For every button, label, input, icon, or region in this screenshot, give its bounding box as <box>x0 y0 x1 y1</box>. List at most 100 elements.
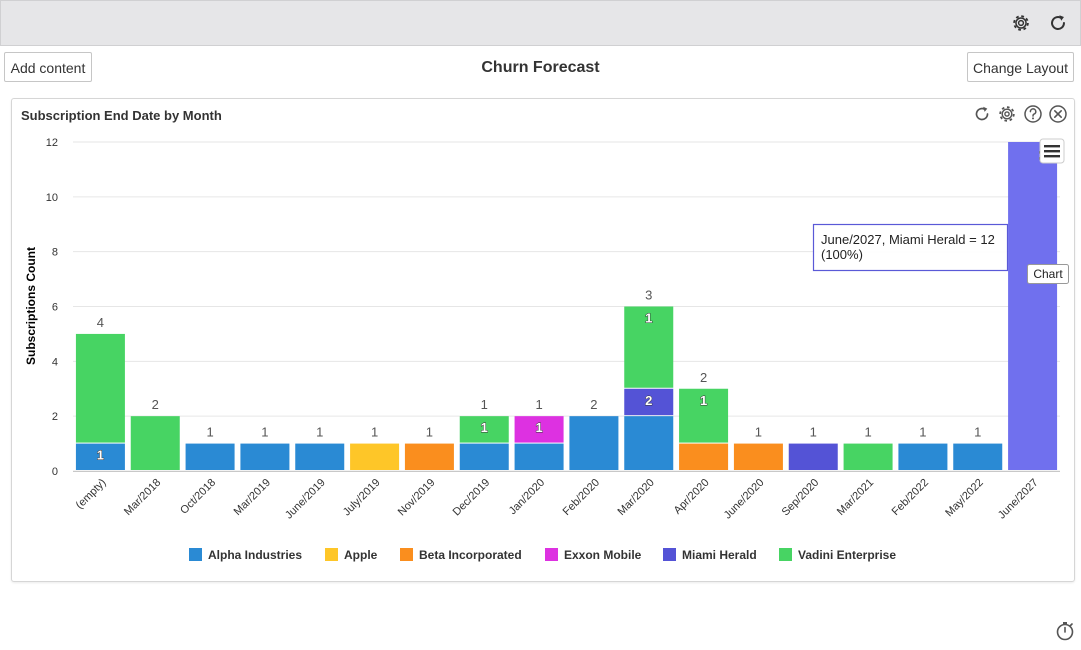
refresh-icon[interactable] <box>1047 12 1069 34</box>
x-tick-label: June/2019 <box>283 477 328 522</box>
y-axis-label: Subscriptions Count <box>24 247 38 365</box>
x-tick-label: Sep/2020 <box>780 477 822 519</box>
x-tick-label: Feb/2022 <box>890 477 931 518</box>
bar-total-label: 1 <box>919 425 926 440</box>
bar-segment[interactable] <box>788 443 838 470</box>
x-tick-label: Jan/2020 <box>507 477 547 517</box>
add-content-button[interactable]: Add content <box>4 52 92 82</box>
chart-panel: Subscription End Date by Month <box>11 98 1075 582</box>
legend-item[interactable]: Alpha Industries <box>189 548 302 562</box>
legend-item[interactable]: Beta Incorporated <box>400 548 522 562</box>
x-tick-label: Nov/2019 <box>396 477 438 519</box>
legend-swatch <box>545 548 558 561</box>
bar-total-label: 1 <box>206 425 213 440</box>
y-tick-label: 12 <box>46 137 58 149</box>
legend-item[interactable]: Apple <box>325 548 378 562</box>
bar-total-label: 2 <box>700 370 707 385</box>
help-icon[interactable] <box>1023 104 1043 124</box>
bar-segment[interactable] <box>898 443 948 470</box>
bar-total-label: 4 <box>97 315 104 330</box>
chart-hover-label: Chart <box>1027 264 1069 284</box>
bar-segment[interactable] <box>679 443 729 470</box>
bar-segment-label: 1 <box>535 420 542 435</box>
bar-segment-label: 2 <box>645 393 652 408</box>
legend-item[interactable]: Miami Herald <box>663 548 757 562</box>
legend-label: Miami Herald <box>682 548 757 562</box>
legend-swatch <box>325 548 338 561</box>
bar-total-label: 1 <box>974 425 981 440</box>
bar-total-label: 1 <box>535 397 542 412</box>
chart-tooltip: June/2027, Miami Herald = 12 (100%) <box>812 223 1009 272</box>
x-tick-label: Mar/2019 <box>232 477 273 518</box>
bar-segment[interactable] <box>185 443 235 470</box>
bar-segment[interactable] <box>624 306 674 388</box>
bar-total-label: 2 <box>590 397 597 412</box>
legend-swatch <box>189 548 202 561</box>
y-tick-label: 6 <box>52 302 58 314</box>
x-tick-label: Mar/2018 <box>122 477 163 518</box>
gear-icon[interactable] <box>997 104 1017 124</box>
legend-swatch <box>663 548 676 561</box>
bar-segment[interactable] <box>240 443 290 470</box>
bar-segment[interactable] <box>75 333 125 443</box>
legend-item[interactable]: Exxon Mobile <box>545 548 642 562</box>
x-tick-label: May/2022 <box>943 477 986 520</box>
refresh-icon[interactable] <box>972 104 992 124</box>
x-tick-label: Dec/2019 <box>451 477 493 519</box>
bar-total-label: 3 <box>645 288 652 303</box>
bar-segment[interactable] <box>843 443 893 470</box>
bar-segment[interactable] <box>459 416 509 443</box>
bar-segment-label: 1 <box>645 311 652 326</box>
page-title: Churn Forecast <box>481 59 600 76</box>
bar-segment[interactable] <box>295 443 345 470</box>
y-tick-label: 8 <box>52 247 58 259</box>
gear-icon[interactable] <box>1010 12 1032 34</box>
legend-item[interactable]: Vadini Enterprise <box>779 548 896 562</box>
x-tick-label: July/2019 <box>341 477 383 519</box>
tooltip-line-2: (100%) <box>821 247 863 262</box>
bar-segment-label: 1 <box>97 448 104 463</box>
bar-segment-label: 1 <box>700 393 707 408</box>
bar-segment[interactable] <box>953 443 1003 470</box>
legend-label: Apple <box>344 548 378 562</box>
legend-swatch <box>779 548 792 561</box>
bar-segment[interactable] <box>75 443 125 470</box>
bar-segment[interactable] <box>350 443 400 470</box>
bar-segment[interactable] <box>733 443 783 470</box>
legend-label: Exxon Mobile <box>564 548 642 562</box>
bar-segment[interactable] <box>514 416 564 443</box>
top-toolbar <box>0 0 1081 46</box>
bar-total-label: 1 <box>261 425 268 440</box>
bar-segment[interactable] <box>404 443 454 470</box>
y-tick-label: 0 <box>52 466 58 478</box>
x-tick-label: (empty) <box>74 477 109 512</box>
bar-segment[interactable] <box>679 388 729 443</box>
legend-label: Vadini Enterprise <box>798 548 896 562</box>
change-layout-button[interactable]: Change Layout <box>967 52 1074 82</box>
bar-segment[interactable] <box>624 416 674 470</box>
tooltip-line-1: June/2027, Miami Herald = 12 <box>821 232 995 247</box>
bar-total-label: 1 <box>864 425 871 440</box>
x-tick-label: Feb/2020 <box>561 477 602 518</box>
bar-segment[interactable] <box>624 388 674 416</box>
timer-icon[interactable] <box>1054 620 1076 642</box>
y-tick-label: 10 <box>46 192 58 204</box>
chart-menu-button[interactable] <box>1039 138 1065 164</box>
bar-segment[interactable] <box>514 443 564 470</box>
bar-segment[interactable] <box>459 443 509 470</box>
bar-segment[interactable] <box>569 416 619 470</box>
bar-segment[interactable] <box>130 416 180 470</box>
close-icon[interactable] <box>1048 104 1068 124</box>
bar-total-label: 1 <box>755 425 762 440</box>
x-tick-label: June/2020 <box>722 477 767 522</box>
bar-segment[interactable] <box>1008 142 1058 470</box>
x-tick-label: Mar/2021 <box>835 477 876 518</box>
x-tick-label: June/2027 <box>996 477 1041 522</box>
bar-total-label: 1 <box>316 425 323 440</box>
bar-total-label: 1 <box>810 425 817 440</box>
bar-total-label: 2 <box>152 397 159 412</box>
bar-total-label: 1 <box>371 425 378 440</box>
panel-title: Subscription End Date by Month <box>21 108 222 123</box>
bar-segment-label: 1 <box>481 420 488 435</box>
